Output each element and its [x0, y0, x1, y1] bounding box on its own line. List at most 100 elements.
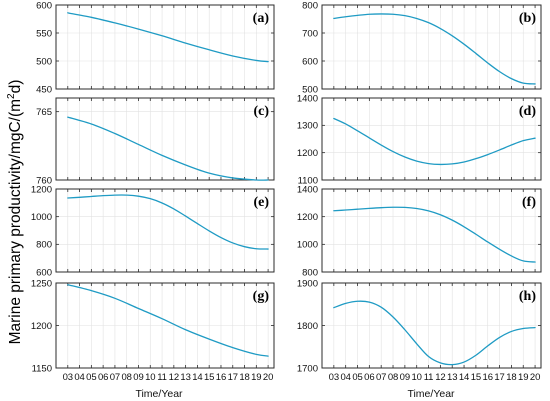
panel-a-label: (a) [253, 11, 270, 26]
panel-f-frame [321, 188, 542, 273]
panel-g-xtick-label: 03 [63, 372, 73, 383]
y-axis-label-tail: d) [7, 80, 24, 94]
panel-f: 800 1000 1200 1400 (f) [297, 184, 542, 278]
panel-e-series-line [67, 194, 269, 250]
panel-a-border [55, 4, 275, 90]
panel-g-xtick-label: 19 [251, 372, 261, 383]
panel-h-xtick-label: 03 [329, 372, 339, 383]
panel-h-xtick-label: 17 [494, 372, 504, 383]
panel-h-xtick-label: 08 [388, 372, 398, 383]
panel-g-xtick-label: 06 [98, 372, 108, 383]
panel-h-xtick-label: 04 [340, 372, 350, 383]
panel-g: 1150 1200 1250 03 04 05 06 07 08 09 10 11 12 13 14 15 16… [31, 278, 275, 383]
x-axis-label-left: Time/Year [135, 388, 183, 400]
panel-grid: 450 500 550 600 (a) 500 600 700 800 (b) 760 765 (c) 1… [31, 0, 542, 383]
panel-g-ytick-label: 1150 [32, 363, 52, 374]
panel-d-ytick-label: 1300 [297, 121, 318, 132]
panel-c: 760 765 (c) [36, 97, 275, 186]
panel-h-xtick-label: 11 [424, 372, 434, 383]
panel-h-xtick-label: 09 [400, 372, 410, 383]
panel-f-label: (f) [522, 195, 536, 210]
panel-g-xtick-label: 16 [216, 372, 226, 383]
panel-b-ytick-label: 500 [302, 84, 318, 95]
panel-h-xtick-label: 19 [518, 372, 528, 383]
y-axis-label-superscript: 2 [6, 93, 17, 99]
panel-a-ytick-label: 550 [36, 28, 52, 39]
panel-e-label: (e) [253, 195, 269, 210]
panel-a: 450 500 550 600 (a) [36, 0, 275, 95]
panel-d-border [321, 97, 542, 181]
panel-d-label: (d) [519, 104, 536, 119]
panel-h-xtick-label: 06 [364, 372, 374, 383]
panel-g-xtick-label: 17 [228, 372, 238, 383]
panel-e: 600 800 1000 1200 (e) [31, 184, 275, 278]
panel-a-frame [55, 4, 275, 90]
panel-f-ytick-label: 1400 [297, 184, 318, 195]
y-axis-label-main: Marine primary productivity/mgC/(m [7, 99, 24, 344]
panel-g-xtick-label: 08 [122, 372, 132, 383]
panel-g-series-line [67, 284, 269, 357]
panel-a-ytick-label: 500 [36, 56, 52, 67]
panel-h-xtick-label: 16 [483, 372, 493, 383]
panel-d-series-line [333, 117, 536, 166]
panel-e-border [55, 188, 275, 273]
panel-g-ytick-label: 1250 [31, 278, 52, 289]
panel-g-xtick-label: 11 [157, 372, 167, 383]
panel-h-series-line [333, 300, 536, 366]
panel-g-label: (g) [253, 289, 270, 304]
panel-g-xtick-label: 18 [239, 372, 249, 383]
y-axis-label: Marine primary productivity/mgC/(m2d) [6, 80, 24, 345]
panel-g-xtick-label: 05 [86, 372, 96, 383]
panel-e-ytick-label: 1200 [31, 184, 52, 195]
panel-h-xtick-label: 15 [471, 372, 481, 383]
panel-f-ytick-label: 1000 [297, 240, 318, 251]
panel-e-ytick-label: 600 [36, 267, 52, 278]
panel-h-xtick-label: 13 [447, 372, 457, 383]
panel-b-ytick-label: 600 [302, 56, 318, 67]
panel-c-frame [55, 97, 275, 181]
panel-d-ytick-label: 1400 [297, 93, 318, 104]
panel-g-xtick-label: 09 [133, 372, 143, 383]
panel-g-ytick-label: 1200 [31, 321, 52, 332]
panel-h-ytick-label: 1800 [297, 321, 318, 332]
panel-d-ytick-label: 1100 [298, 175, 318, 186]
panel-a-series-line [67, 12, 269, 63]
panel-b-ytick-label: 700 [302, 28, 318, 39]
panel-c-series-line [67, 116, 269, 181]
panel-g-xtick-label: 14 [192, 372, 202, 383]
panel-g-xtick-label: 15 [204, 372, 214, 383]
panel-h-border [321, 282, 542, 369]
panel-h-ytick-label: 1900 [297, 278, 318, 289]
panel-f-ytick-label: 800 [302, 267, 318, 278]
panel-f-ytick-label: 1200 [297, 212, 318, 223]
panel-b-series-line [333, 13, 536, 85]
x-axis-label-right: Time/Year [407, 388, 455, 400]
panel-e-frame [55, 188, 275, 273]
panel-e-ytick-label: 1000 [31, 212, 52, 223]
panel-c-border [55, 97, 275, 181]
panel-c-label: (c) [253, 104, 269, 119]
panel-b-ytick-label: 800 [302, 0, 318, 11]
panel-h-xtick-label: 12 [435, 372, 445, 383]
panel-a-ytick-label: 600 [36, 0, 52, 11]
panel-h-xtick-label: 10 [412, 372, 422, 383]
panel-h-xtick-label: 07 [376, 372, 386, 383]
panel-g-xtick-label: 04 [74, 372, 84, 383]
panel-g-xtick-label: 07 [110, 372, 120, 383]
panel-c-ytick-label: 760 [36, 175, 52, 186]
panel-c-ytick-label: 765 [36, 107, 52, 118]
panel-g-border [55, 282, 275, 369]
panel-d-frame [321, 97, 542, 181]
panel-g-xtick-label: 10 [145, 372, 155, 383]
panel-d: 1100 1200 1300 1400 (d) [297, 93, 542, 186]
panel-h-xtick-label: 05 [352, 372, 362, 383]
panel-f-border [321, 188, 542, 273]
panel-b-label: (b) [519, 11, 536, 26]
panel-h-ytick-label: 1700 [297, 363, 318, 374]
panel-h-xtick-label: 14 [459, 372, 469, 383]
panel-d-ytick-label: 1200 [297, 148, 318, 159]
panel-g-xtick-label: 13 [180, 372, 190, 383]
panel-h: 1700 1800 1900 03 04 05 06 07 08 09 10 11 12 13 14 15 16… [297, 278, 542, 383]
panel-b-border [321, 4, 542, 90]
